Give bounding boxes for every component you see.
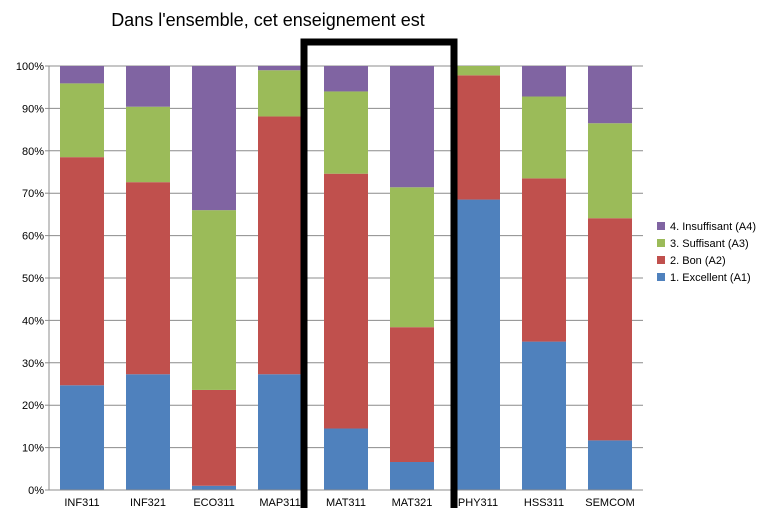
bar-segment (390, 462, 434, 490)
bar-segment (258, 66, 302, 71)
legend-swatch (657, 239, 665, 247)
bar-segment (588, 123, 632, 219)
x-tick-label: SEMCOM (585, 497, 635, 508)
bar-segment (588, 440, 632, 490)
bar-segment (324, 66, 368, 92)
bar-segment (258, 70, 302, 117)
x-tick-label: INF311 (64, 497, 99, 508)
bar-segment (456, 75, 500, 200)
bar-segment (390, 187, 434, 328)
bar-segment (324, 428, 368, 490)
y-tick-label: 10% (22, 443, 44, 455)
bar-segment (390, 327, 434, 463)
x-tick-label: MAT311 (326, 497, 366, 508)
highlight-box (300, 38, 458, 508)
y-tick-label: 90% (22, 103, 44, 115)
bar-segment (390, 66, 434, 188)
y-tick-label: 80% (22, 146, 44, 158)
y-tick-label: 20% (22, 400, 44, 412)
y-tick-label: 100% (16, 61, 44, 73)
bar-segment (60, 66, 104, 84)
bar-segment (126, 66, 170, 107)
bar-segment (522, 341, 566, 490)
y-tick-label: 40% (22, 315, 44, 327)
y-tick-label: 0% (28, 485, 44, 497)
bar-segment (126, 182, 170, 375)
bar-segment (192, 210, 236, 390)
x-tick-label: MAT321 (392, 497, 433, 508)
x-tick-label: MAP311 (259, 497, 300, 508)
y-tick-label: 70% (22, 188, 44, 200)
x-tick-label: HSS311 (524, 497, 564, 508)
bar-segment (60, 83, 104, 158)
bar-segment (258, 116, 302, 375)
legend-swatch (657, 222, 665, 230)
y-tick-label: 50% (22, 273, 44, 285)
bar-segment (258, 374, 302, 490)
y-tick-label: 60% (22, 231, 44, 243)
legend-label: 1. Excellent (A1) (670, 272, 751, 284)
bar-segment (126, 374, 170, 490)
legend-label: 3. Suffisant (A3) (670, 238, 749, 250)
legend-label: 4. Insuffisant (A4) (670, 221, 756, 233)
bar-segment (60, 385, 104, 490)
bar-segment (456, 199, 500, 490)
bar-segment (60, 157, 104, 386)
bar-segment (192, 389, 236, 486)
x-tick-label: INF321 (130, 497, 166, 508)
y-tick-label: 30% (22, 358, 44, 370)
bar-segment (522, 66, 566, 97)
legend-label: 2. Bon (A2) (670, 255, 726, 267)
bar-segment (324, 173, 368, 429)
bar-segment (456, 66, 500, 76)
bar-segment (522, 178, 566, 342)
chart-title: Dans l'ensemble, cet enseignement est (111, 10, 425, 30)
x-tick-label: PHY311 (458, 497, 498, 508)
bar-segment (588, 66, 632, 124)
bar-segment (126, 106, 170, 183)
bar-segment (192, 66, 236, 211)
bar-segment (324, 91, 368, 174)
bar-segment (522, 96, 566, 179)
x-tick-label: ECO311 (193, 497, 234, 508)
bar-segment (192, 485, 236, 490)
legend-swatch (657, 256, 665, 264)
legend-swatch (657, 273, 665, 281)
bar-segment (588, 218, 632, 441)
